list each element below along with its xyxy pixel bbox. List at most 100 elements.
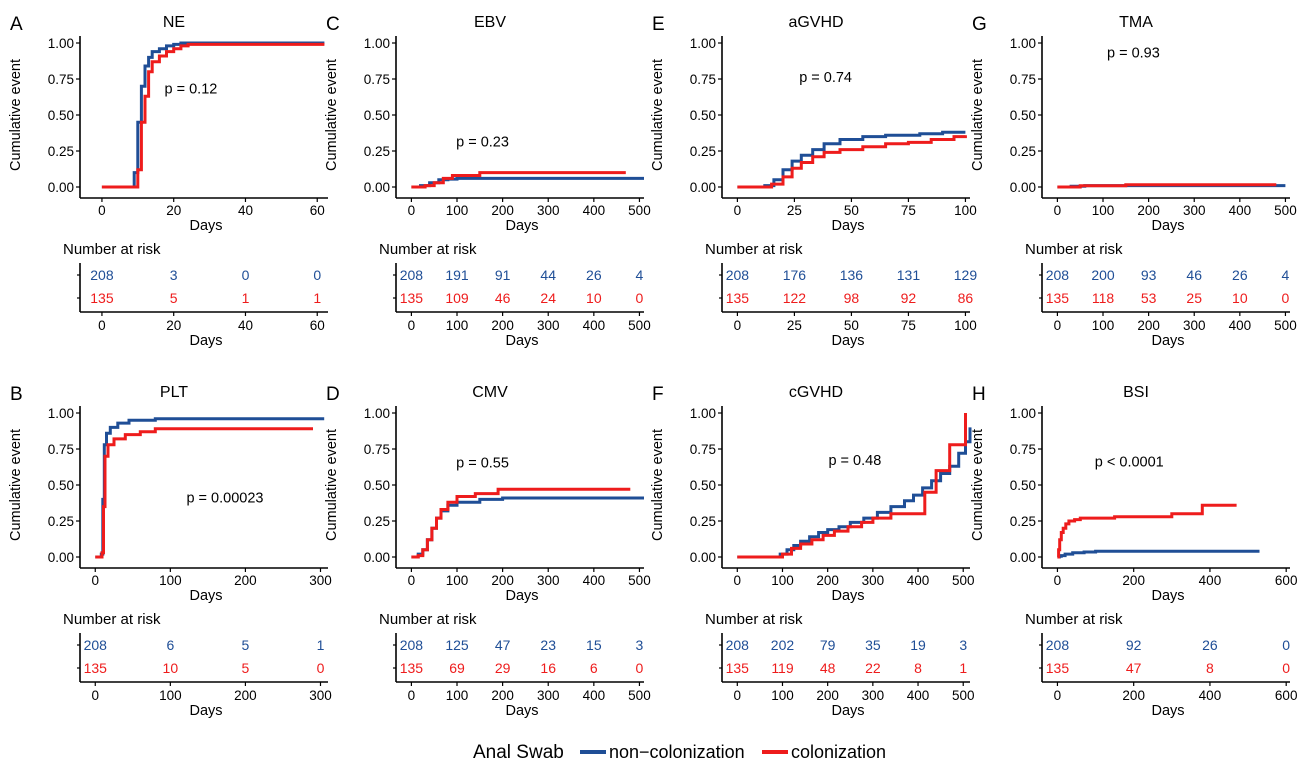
risk-value-colonization-g: 25 bbox=[1186, 290, 1202, 306]
risk-value-non-colonization-h: 0 bbox=[1282, 637, 1290, 653]
risk-value-colonization-c: 46 bbox=[495, 290, 511, 306]
risk-value-colonization-h: 8 bbox=[1206, 660, 1214, 676]
risk-x-axis-title-h: Days bbox=[1151, 703, 1184, 719]
risk-value-colonization-e: 86 bbox=[958, 290, 974, 306]
risk-value-non-colonization-f: 19 bbox=[910, 637, 926, 653]
risk-table-title-h: Number at risk bbox=[1025, 611, 1123, 628]
risk-x-tick-label-g: 300 bbox=[1183, 318, 1206, 333]
x-tick-label-c: 100 bbox=[446, 203, 469, 218]
x-tick-label-c: 500 bbox=[628, 203, 651, 218]
x-tick-label-e: 25 bbox=[787, 203, 802, 218]
risk-value-non-colonization-g: 26 bbox=[1232, 267, 1248, 283]
risk-value-non-colonization-b: 5 bbox=[242, 637, 250, 653]
y-tick-label-a: 1.00 bbox=[48, 36, 74, 51]
risk-value-colonization-h: 0 bbox=[1282, 660, 1290, 676]
p-value-a: p = 0.12 bbox=[165, 81, 218, 97]
x-axis-title-g: Days bbox=[1151, 218, 1184, 234]
risk-value-non-colonization-g: 93 bbox=[1141, 267, 1157, 283]
risk-value-colonization-c: 10 bbox=[586, 290, 602, 306]
p-value-h: p < 0.0001 bbox=[1095, 454, 1164, 470]
panel-title-e: aGVHD bbox=[788, 14, 843, 31]
risk-value-non-colonization-g: 4 bbox=[1282, 267, 1290, 283]
risk-x-tick-label-e: 100 bbox=[954, 318, 977, 333]
risk-value-non-colonization-a: 208 bbox=[90, 267, 114, 283]
y-tick-label-a: 0.50 bbox=[48, 108, 74, 123]
risk-value-non-colonization-f: 202 bbox=[771, 637, 795, 653]
x-tick-label-g: 300 bbox=[1183, 203, 1206, 218]
y-tick-label-e: 0.75 bbox=[690, 72, 716, 87]
risk-value-colonization-g: 0 bbox=[1282, 290, 1290, 306]
curve-h-colonization bbox=[1057, 503, 1237, 559]
legend-title: Anal Swab bbox=[473, 742, 564, 763]
risk-value-non-colonization-c: 4 bbox=[636, 267, 644, 283]
y-tick-label-c: 0.00 bbox=[364, 180, 390, 195]
x-tick-label-d: 500 bbox=[628, 573, 651, 588]
panel-letter-g: G bbox=[972, 14, 987, 35]
risk-value-non-colonization-g: 46 bbox=[1186, 267, 1202, 283]
risk-x-tick-label-e: 0 bbox=[734, 318, 742, 333]
x-tick-label-g: 500 bbox=[1274, 203, 1297, 218]
x-tick-label-f: 100 bbox=[771, 573, 794, 588]
risk-value-colonization-h: 47 bbox=[1126, 660, 1142, 676]
risk-value-non-colonization-c: 44 bbox=[540, 267, 556, 283]
panel-title-c: EBV bbox=[474, 14, 506, 31]
x-tick-label-d: 200 bbox=[491, 573, 514, 588]
risk-value-non-colonization-c: 91 bbox=[495, 267, 511, 283]
risk-value-colonization-a: 135 bbox=[90, 290, 114, 306]
y-tick-label-c: 0.25 bbox=[364, 144, 390, 159]
risk-x-axis-title-a: Days bbox=[189, 333, 222, 349]
y-tick-label-c: 0.50 bbox=[364, 108, 390, 123]
risk-value-colonization-a: 1 bbox=[313, 290, 321, 306]
risk-value-non-colonization-c: 26 bbox=[586, 267, 602, 283]
risk-x-tick-label-f: 500 bbox=[952, 688, 975, 703]
risk-x-tick-label-c: 0 bbox=[408, 318, 416, 333]
risk-x-tick-label-d: 0 bbox=[408, 688, 416, 703]
y-axis-title-h: Cumulative event bbox=[970, 429, 986, 541]
risk-value-colonization-a: 1 bbox=[242, 290, 250, 306]
curve-a-colonization bbox=[101, 42, 325, 189]
x-tick-label-h: 400 bbox=[1199, 573, 1222, 588]
risk-value-non-colonization-h: 92 bbox=[1126, 637, 1142, 653]
risk-value-colonization-d: 69 bbox=[449, 660, 465, 676]
panel-b: B PLT 0.00 0.25 0.50 0.75 1.00 Cumulative event… bbox=[8, 384, 332, 719]
risk-x-tick-label-d: 400 bbox=[583, 688, 606, 703]
risk-value-non-colonization-h: 208 bbox=[1046, 637, 1070, 653]
x-tick-label-d: 0 bbox=[408, 573, 416, 588]
risk-x-tick-label-c: 300 bbox=[537, 318, 560, 333]
risk-value-non-colonization-f: 35 bbox=[865, 637, 881, 653]
y-tick-label-a: 0.00 bbox=[48, 180, 74, 195]
risk-value-colonization-c: 135 bbox=[400, 290, 424, 306]
risk-value-non-colonization-e: 208 bbox=[726, 267, 750, 283]
risk-value-colonization-g: 118 bbox=[1092, 290, 1115, 306]
risk-value-non-colonization-a: 0 bbox=[242, 267, 250, 283]
y-tick-label-g: 0.25 bbox=[1010, 144, 1036, 159]
risk-value-colonization-f: 1 bbox=[959, 660, 967, 676]
x-tick-label-c: 400 bbox=[583, 203, 606, 218]
risk-value-non-colonization-d: 208 bbox=[400, 637, 424, 653]
panel-letter-d: D bbox=[326, 384, 340, 405]
y-tick-label-g: 1.00 bbox=[1010, 36, 1036, 51]
risk-value-non-colonization-e: 176 bbox=[783, 267, 807, 283]
curve-b-colonization bbox=[95, 427, 313, 559]
x-axis-title-c: Days bbox=[505, 218, 538, 234]
risk-value-non-colonization-e: 136 bbox=[840, 267, 864, 283]
panel-letter-h: H bbox=[972, 384, 986, 405]
risk-x-tick-label-d: 100 bbox=[446, 688, 469, 703]
panel-title-d: CMV bbox=[472, 384, 508, 401]
x-tick-label-a: 40 bbox=[238, 203, 253, 218]
x-tick-label-g: 200 bbox=[1137, 203, 1160, 218]
y-axis-title-c: Cumulative event bbox=[324, 59, 340, 171]
risk-x-tick-label-e: 50 bbox=[844, 318, 859, 333]
y-tick-label-a: 0.75 bbox=[48, 72, 74, 87]
risk-value-colonization-d: 6 bbox=[590, 660, 598, 676]
y-tick-label-g: 0.00 bbox=[1010, 180, 1036, 195]
risk-table-title-g: Number at risk bbox=[1025, 241, 1123, 258]
risk-value-non-colonization-f: 3 bbox=[959, 637, 967, 653]
risk-x-tick-label-a: 60 bbox=[310, 318, 325, 333]
x-tick-label-b: 200 bbox=[234, 573, 257, 588]
risk-value-colonization-d: 16 bbox=[540, 660, 556, 676]
risk-value-non-colonization-f: 208 bbox=[726, 637, 750, 653]
risk-value-colonization-f: 119 bbox=[771, 660, 794, 676]
